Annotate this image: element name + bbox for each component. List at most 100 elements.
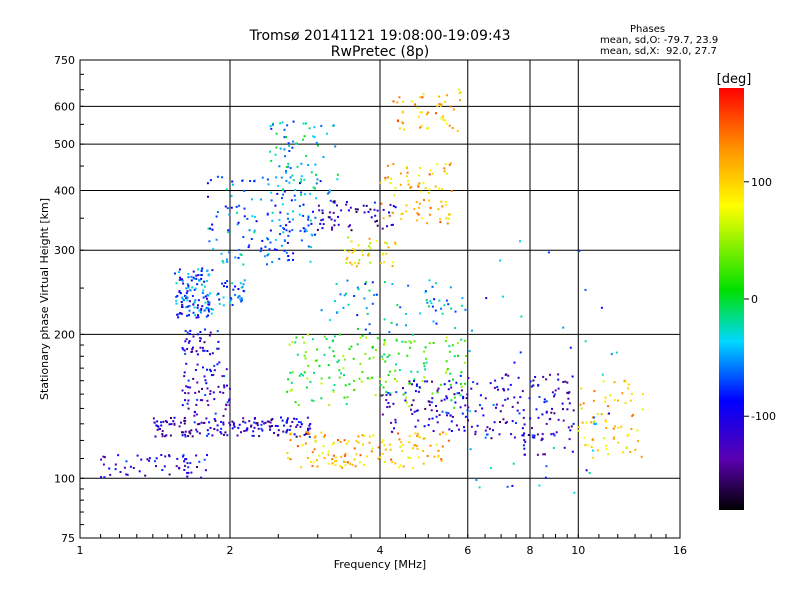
data-point (368, 441, 371, 444)
data-point (428, 404, 431, 407)
data-point (383, 339, 386, 342)
data-point (114, 468, 117, 471)
data-point (195, 316, 198, 319)
data-point (198, 422, 201, 425)
y-tick-label: 750 (54, 54, 75, 67)
data-point (187, 273, 190, 275)
data-point (332, 441, 335, 444)
data-point (394, 378, 396, 380)
data-point (183, 349, 186, 352)
data-point (336, 361, 339, 364)
data-point (321, 209, 324, 212)
data-point (223, 433, 225, 436)
data-point (269, 125, 272, 127)
data-point (386, 225, 388, 228)
data-point (395, 323, 398, 326)
data-point (474, 430, 477, 433)
data-point (446, 94, 448, 97)
data-point (414, 432, 417, 435)
data-point (193, 306, 196, 309)
data-point (373, 208, 376, 211)
data-point (328, 346, 331, 349)
data-point (220, 252, 223, 255)
data-point (183, 460, 186, 463)
data-point (305, 432, 307, 435)
data-point (389, 203, 392, 206)
data-point (291, 229, 294, 231)
data-point (280, 176, 283, 179)
data-point (584, 288, 587, 291)
data-point (375, 293, 378, 296)
data-point (182, 454, 185, 457)
data-point (191, 435, 194, 438)
data-point (175, 465, 178, 468)
data-point (309, 246, 312, 249)
data-point (383, 341, 386, 344)
data-point (291, 421, 294, 423)
data-point (378, 456, 381, 459)
data-point (416, 106, 419, 109)
data-point (418, 182, 421, 185)
data-point (406, 171, 409, 174)
data-point (607, 405, 610, 408)
data-point (440, 383, 442, 386)
data-point (385, 242, 388, 245)
data-point (307, 364, 310, 367)
data-point (545, 400, 548, 403)
data-point (164, 420, 167, 423)
data-point (474, 433, 477, 436)
data-point (523, 432, 526, 435)
data-point (178, 271, 180, 274)
data-point (431, 392, 434, 395)
data-point (231, 420, 234, 423)
data-point (492, 429, 494, 432)
data-point (511, 484, 514, 487)
data-point (399, 306, 402, 309)
data-point (383, 261, 385, 264)
data-point (148, 459, 150, 462)
data-point (343, 439, 346, 442)
data-point (237, 256, 240, 259)
data-point (388, 331, 391, 334)
data-point (368, 332, 371, 335)
data-point (600, 413, 603, 416)
data-point (347, 225, 350, 228)
data-point (339, 440, 342, 443)
data-point (437, 455, 440, 458)
data-point (409, 341, 412, 344)
data-point (281, 203, 284, 206)
data-point (435, 415, 438, 418)
data-point (409, 346, 412, 349)
data-point (295, 418, 298, 421)
data-point (289, 389, 292, 392)
data-point (279, 211, 282, 214)
data-point (331, 462, 334, 465)
data-point (270, 199, 273, 202)
data-point (407, 183, 410, 186)
data-point (291, 341, 294, 344)
data-point (308, 424, 311, 427)
data-point (322, 223, 325, 226)
data-point (303, 433, 306, 436)
data-point (303, 230, 306, 233)
data-point (433, 298, 436, 301)
data-point (193, 301, 196, 304)
data-point (600, 306, 603, 309)
data-point (385, 252, 388, 255)
data-point (292, 210, 294, 213)
data-point (545, 465, 548, 468)
data-point (295, 435, 298, 438)
data-point (330, 218, 333, 221)
data-point (166, 421, 168, 424)
data-point (460, 389, 463, 392)
data-point (569, 346, 572, 349)
data-point (226, 260, 229, 263)
data-point (300, 191, 303, 194)
data-point (286, 417, 289, 420)
data-point (641, 408, 644, 411)
data-point (547, 251, 550, 254)
data-point (305, 154, 308, 157)
data-point (393, 427, 395, 430)
data-point (482, 414, 485, 417)
data-point (375, 349, 377, 351)
